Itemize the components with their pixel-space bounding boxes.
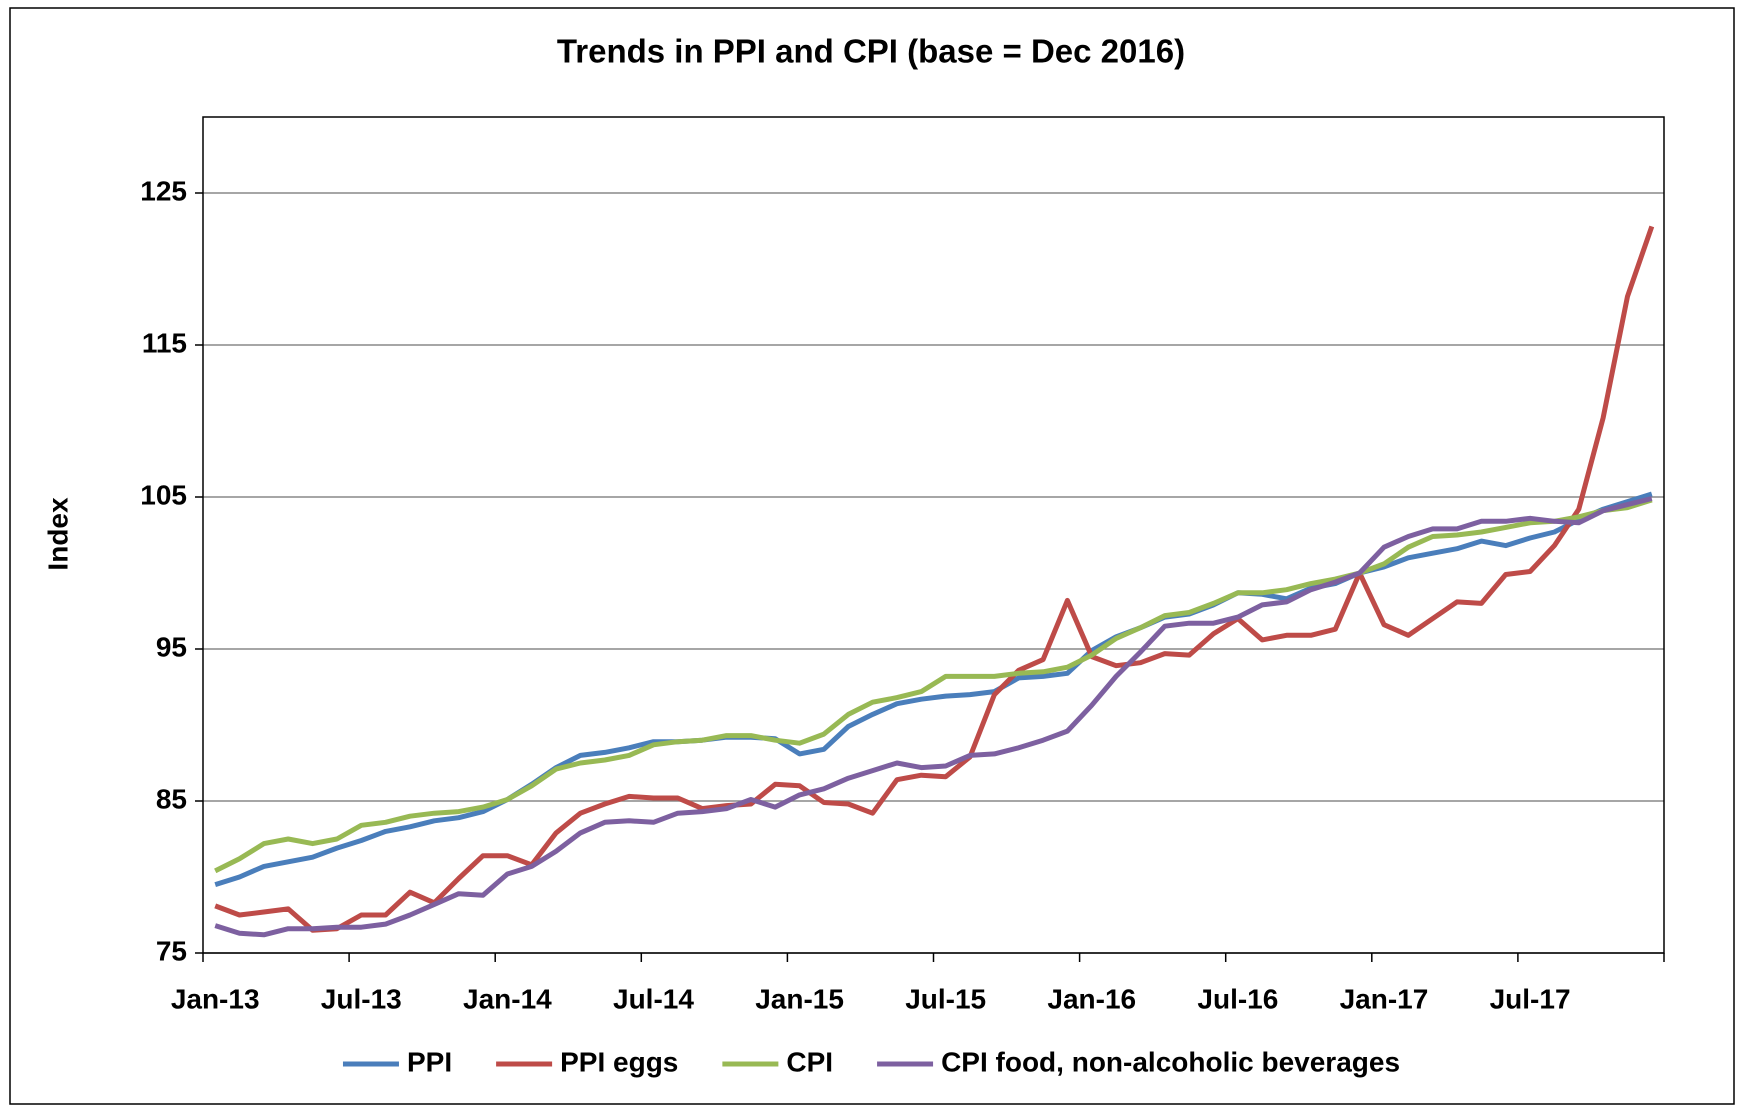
x-tick-label: Jul-16 xyxy=(1197,983,1278,1014)
y-tick-label: 95 xyxy=(156,631,187,662)
x-tick-label: Jul-13 xyxy=(321,983,402,1014)
x-tick-label: Jul-15 xyxy=(905,983,986,1014)
x-tick-label: Jan-15 xyxy=(755,983,844,1014)
series-line xyxy=(214,491,1653,887)
series-line xyxy=(214,496,1653,938)
y-tick-label: 105 xyxy=(140,479,187,510)
x-tick-label: Jul-14 xyxy=(613,983,694,1014)
legend-label: CPI food, non-alcoholic beverages xyxy=(941,1046,1400,1077)
x-tick-label: Jul-17 xyxy=(1490,983,1571,1014)
y-tick-label: 115 xyxy=(142,327,187,358)
y-tick-label: 85 xyxy=(156,783,187,814)
series-line xyxy=(214,225,1655,933)
x-tick-label: Jan-16 xyxy=(1047,983,1136,1014)
chart-border xyxy=(9,7,1735,1105)
series-line xyxy=(214,497,1653,874)
x-tick-label: Jan-17 xyxy=(1340,983,1429,1014)
legend-label: CPI xyxy=(786,1046,833,1077)
y-tick-label: 125 xyxy=(140,175,187,206)
y-tick-label: 75 xyxy=(156,935,187,966)
x-tick-label: Jan-13 xyxy=(171,983,260,1014)
legend-label: PPI eggs xyxy=(560,1046,678,1077)
chart-title: Trends in PPI and CPI (base = Dec 2016) xyxy=(557,33,1185,70)
y-axis-label: Index xyxy=(42,497,73,571)
x-tick-label: Jan-14 xyxy=(463,983,552,1014)
legend-label: PPI xyxy=(407,1046,452,1077)
